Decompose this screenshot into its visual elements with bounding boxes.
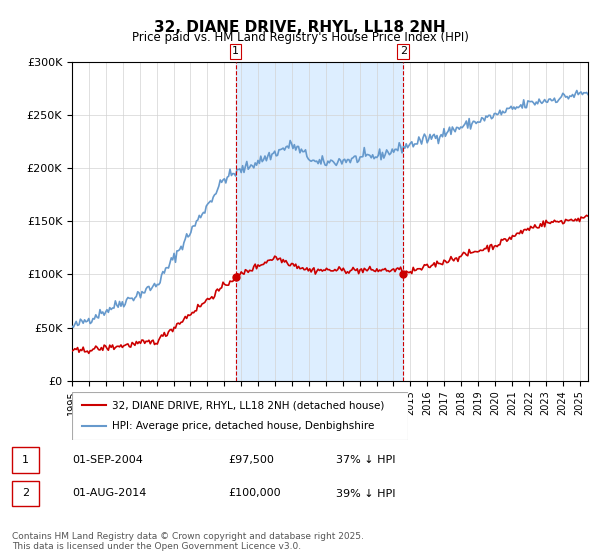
Text: 2: 2 xyxy=(400,46,407,57)
FancyBboxPatch shape xyxy=(12,447,39,473)
Text: 32, DIANE DRIVE, RHYL, LL18 2NH: 32, DIANE DRIVE, RHYL, LL18 2NH xyxy=(154,20,446,35)
Text: £100,000: £100,000 xyxy=(228,488,281,498)
Text: 32, DIANE DRIVE, RHYL, LL18 2NH (detached house): 32, DIANE DRIVE, RHYL, LL18 2NH (detache… xyxy=(112,400,385,410)
Text: 01-SEP-2004: 01-SEP-2004 xyxy=(72,455,143,465)
Text: Price paid vs. HM Land Registry's House Price Index (HPI): Price paid vs. HM Land Registry's House … xyxy=(131,31,469,44)
FancyBboxPatch shape xyxy=(72,392,408,440)
Bar xyxy=(236,62,403,381)
Text: £97,500: £97,500 xyxy=(228,455,274,465)
Text: Contains HM Land Registry data © Crown copyright and database right 2025.
This d: Contains HM Land Registry data © Crown c… xyxy=(12,532,364,552)
Text: 01-AUG-2014: 01-AUG-2014 xyxy=(72,488,146,498)
Text: 37% ↓ HPI: 37% ↓ HPI xyxy=(336,455,395,465)
Text: 2: 2 xyxy=(22,488,29,498)
Text: 39% ↓ HPI: 39% ↓ HPI xyxy=(336,488,395,498)
Text: 1: 1 xyxy=(22,455,29,465)
Text: 1: 1 xyxy=(232,46,239,57)
Text: HPI: Average price, detached house, Denbighshire: HPI: Average price, detached house, Denb… xyxy=(112,421,374,431)
FancyBboxPatch shape xyxy=(12,480,39,506)
